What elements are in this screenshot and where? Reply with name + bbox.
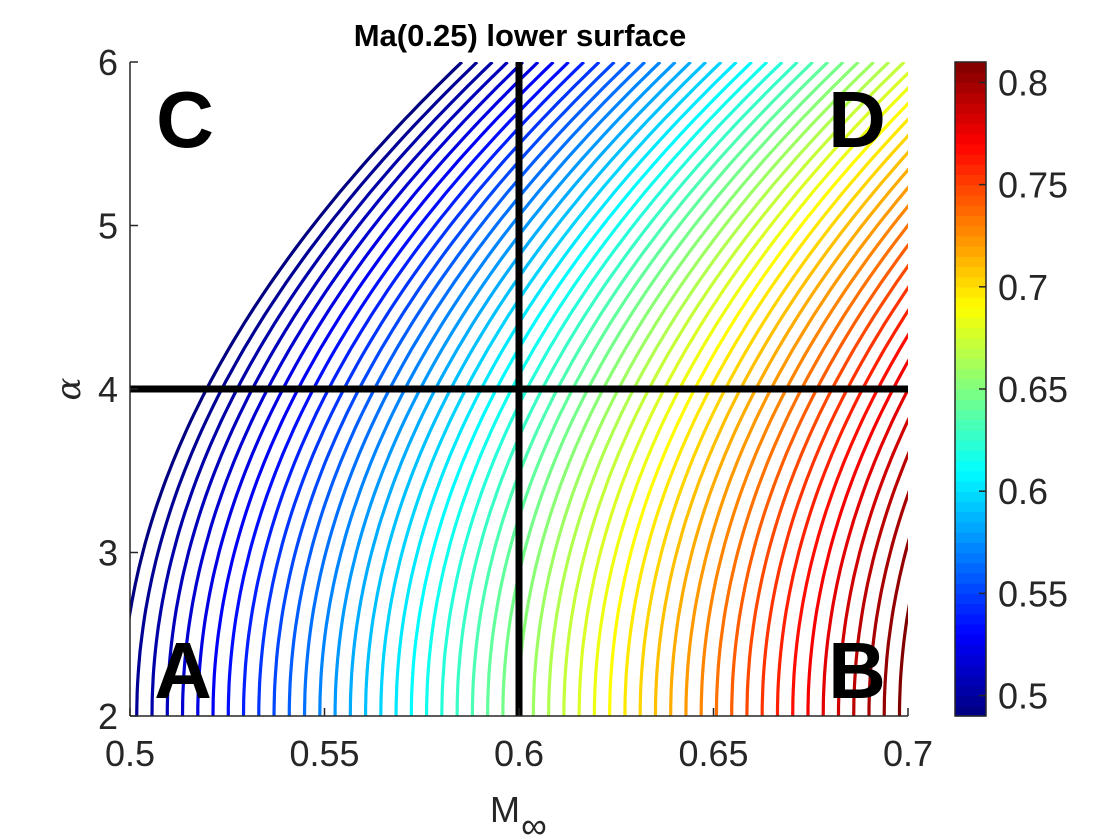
colorbar-swatch	[955, 399, 986, 411]
colorbar-swatch	[955, 92, 986, 104]
colorbar-swatch	[955, 327, 986, 339]
colorbar-tick-label: 0.55	[998, 573, 1068, 614]
colorbar-swatch	[955, 153, 986, 165]
colorbar-swatch	[955, 593, 986, 605]
colorbar-swatch	[955, 470, 986, 482]
colorbar-swatch	[955, 521, 986, 533]
colorbar-swatch	[955, 389, 986, 400]
colorbar-swatch	[955, 245, 986, 257]
contour-line	[852, 450, 908, 716]
y-axis-label: α	[49, 377, 89, 400]
colorbar-swatch	[955, 286, 986, 298]
colorbar-swatch	[955, 276, 986, 288]
colorbar-swatch	[955, 624, 986, 635]
colorbar-swatch	[955, 613, 986, 625]
colorbar-swatch	[955, 358, 986, 370]
colorbar-swatch	[955, 317, 986, 329]
colorbar-tick-label: 0.5	[998, 676, 1048, 717]
x-tick-label: 0.6	[494, 733, 544, 774]
colorbar-swatch	[955, 256, 986, 267]
colorbar-swatch	[955, 62, 986, 73]
colorbar-swatch	[955, 450, 986, 462]
colorbar-swatch	[955, 480, 986, 492]
colorbar-swatch	[955, 654, 986, 666]
chart-title: Ma(0.25) lower surface	[354, 18, 687, 53]
colorbar-swatch	[955, 511, 986, 523]
contour-line	[882, 537, 908, 716]
colorbar-swatch	[955, 705, 986, 717]
colorbar-swatch	[955, 429, 986, 441]
colorbar-swatch	[955, 491, 986, 503]
colorbar-swatch	[955, 215, 986, 227]
contour-line	[836, 416, 908, 716]
colorbar-swatch	[955, 542, 986, 554]
colorbar-swatch	[955, 378, 986, 390]
x-tick-label: 0.7	[883, 733, 933, 774]
quadrant-label-a: A	[154, 626, 212, 715]
colorbar-swatch	[955, 460, 986, 472]
colorbar-tick-label: 0.65	[998, 369, 1068, 410]
colorbar-swatch	[955, 348, 986, 359]
colorbar-swatch	[955, 440, 986, 451]
colorbar-swatch	[955, 133, 986, 145]
y-axis-ticks: 2 3 4 5 6	[98, 42, 138, 737]
colorbar-swatch	[955, 409, 986, 421]
colorbar-swatch	[955, 552, 986, 564]
x-tick-label: 0.5	[105, 733, 155, 774]
quadrant-label-d: D	[828, 75, 886, 164]
colorbar-swatch	[955, 82, 986, 94]
colorbar-swatch	[955, 174, 986, 186]
x-tick-label: 0.55	[289, 733, 359, 774]
y-tick-label: 3	[98, 533, 118, 574]
colorbar-swatch	[955, 235, 986, 247]
colorbar-swatch	[955, 307, 986, 319]
colorbar-swatch	[955, 664, 986, 676]
colorbar-swatch	[955, 603, 986, 615]
colorbar-tick-label: 0.8	[998, 62, 1048, 103]
colorbar-tick-label: 0.6	[998, 471, 1048, 512]
colorbar-swatch	[955, 266, 986, 278]
colorbar-swatch	[955, 644, 986, 656]
y-tick-label: 5	[98, 206, 118, 247]
x-axis-label: M	[490, 789, 520, 830]
x-axis-label-main: M	[490, 789, 520, 830]
colorbar-tick-label: 0.7	[998, 267, 1048, 308]
contour-line	[867, 489, 908, 716]
contour-line	[821, 386, 908, 716]
colorbar-swatch	[955, 675, 986, 686]
colorbar-swatch	[955, 297, 986, 308]
colorbar-swatch	[955, 164, 986, 176]
colorbar-swatch	[955, 123, 986, 135]
x-tick-label: 0.65	[678, 733, 748, 774]
colorbar-swatch	[955, 194, 986, 206]
colorbar-swatch	[955, 102, 986, 114]
quadrant-label-b: B	[828, 626, 886, 715]
colorbar-swatch	[955, 562, 986, 574]
colorbar-ticks: 0.5 0.55 0.6 0.65 0.7 0.75 0.8	[979, 62, 1068, 717]
colorbar-swatch	[955, 143, 986, 155]
colorbar-swatch	[955, 583, 986, 594]
x-axis-label-subscript: ∞	[521, 805, 547, 840]
colorbar-swatch	[955, 368, 986, 380]
colorbar-swatch	[955, 634, 986, 646]
colorbar-swatch	[955, 72, 986, 84]
colorbar-swatch	[955, 225, 986, 237]
colorbar-swatch	[955, 205, 986, 216]
colorbar-swatch	[955, 184, 986, 196]
colorbar-swatch	[955, 532, 986, 543]
x-axis-ticks: 0.5 0.55 0.6 0.65 0.7	[105, 708, 933, 774]
y-tick-label: 6	[98, 42, 118, 83]
colorbar-swatch	[955, 419, 986, 431]
colorbar-swatch	[955, 113, 986, 124]
y-tick-label: 4	[98, 369, 118, 410]
colorbar-tick-label: 0.75	[998, 165, 1068, 206]
colorbar-swatch	[955, 501, 986, 513]
colorbar-swatch	[955, 695, 986, 707]
colorbar-swatch	[955, 572, 986, 584]
y-tick-label: 2	[98, 696, 118, 737]
colorbar-swatch	[955, 337, 986, 349]
colorbar-swatch	[955, 685, 986, 697]
quadrant-label-c: C	[156, 75, 214, 164]
